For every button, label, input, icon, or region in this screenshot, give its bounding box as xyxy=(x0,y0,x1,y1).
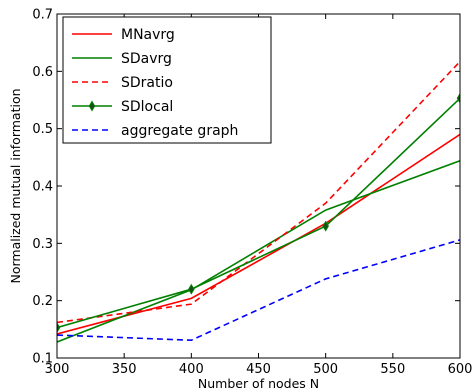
legend: MNavrg SDavrg SDratio SDlocal aggregate grap… xyxy=(62,16,272,144)
data-point xyxy=(188,283,195,295)
series-layer xyxy=(57,61,460,343)
series-line-sdavrg xyxy=(57,160,460,343)
series-line-sdlocal xyxy=(57,97,460,329)
x-tick-label: 550 xyxy=(380,362,405,377)
x-tick-label: 600 xyxy=(448,362,472,377)
data-point xyxy=(57,322,61,334)
y-tick-label: 0.3 xyxy=(32,237,53,252)
legend-box xyxy=(62,16,272,144)
legend-label: MNavrg xyxy=(121,27,175,43)
ticks-layer: 300 350 400 450 500 550 600 0.1 0.2 0.3 0.4 0.5 0.6 0… xyxy=(32,8,472,378)
data-point xyxy=(88,100,96,112)
x-tick-label: 450 xyxy=(246,362,271,377)
data-point xyxy=(456,92,460,104)
y-tick-label: 0.7 xyxy=(32,8,53,23)
legend-label: SDratio xyxy=(121,75,173,91)
series-line-sdratio xyxy=(57,61,460,324)
x-axis-label: Number of nodes N xyxy=(198,376,319,391)
x-tick-label: 400 xyxy=(179,362,204,377)
x-tick-label: 300 xyxy=(45,362,70,377)
y-tick-label: 0.2 xyxy=(32,294,53,309)
x-tick-label: 350 xyxy=(112,362,137,377)
series-line-mnavrg xyxy=(57,133,460,335)
y-axis-label: Normalized mutual information xyxy=(8,88,23,283)
x-tick-label: 500 xyxy=(313,362,338,377)
legend-label: SDavrg xyxy=(121,51,172,67)
series-line-aggregate-graph xyxy=(57,239,460,342)
legend-label: SDlocal xyxy=(121,99,173,115)
y-tick-label: 0.4 xyxy=(32,180,53,195)
legend-label: aggregate graph xyxy=(121,123,238,139)
data-point xyxy=(322,220,329,232)
y-tick-label: 0.6 xyxy=(32,65,53,80)
y-tick-label: 0.1 xyxy=(32,352,53,367)
y-tick-label: 0.5 xyxy=(32,122,53,137)
